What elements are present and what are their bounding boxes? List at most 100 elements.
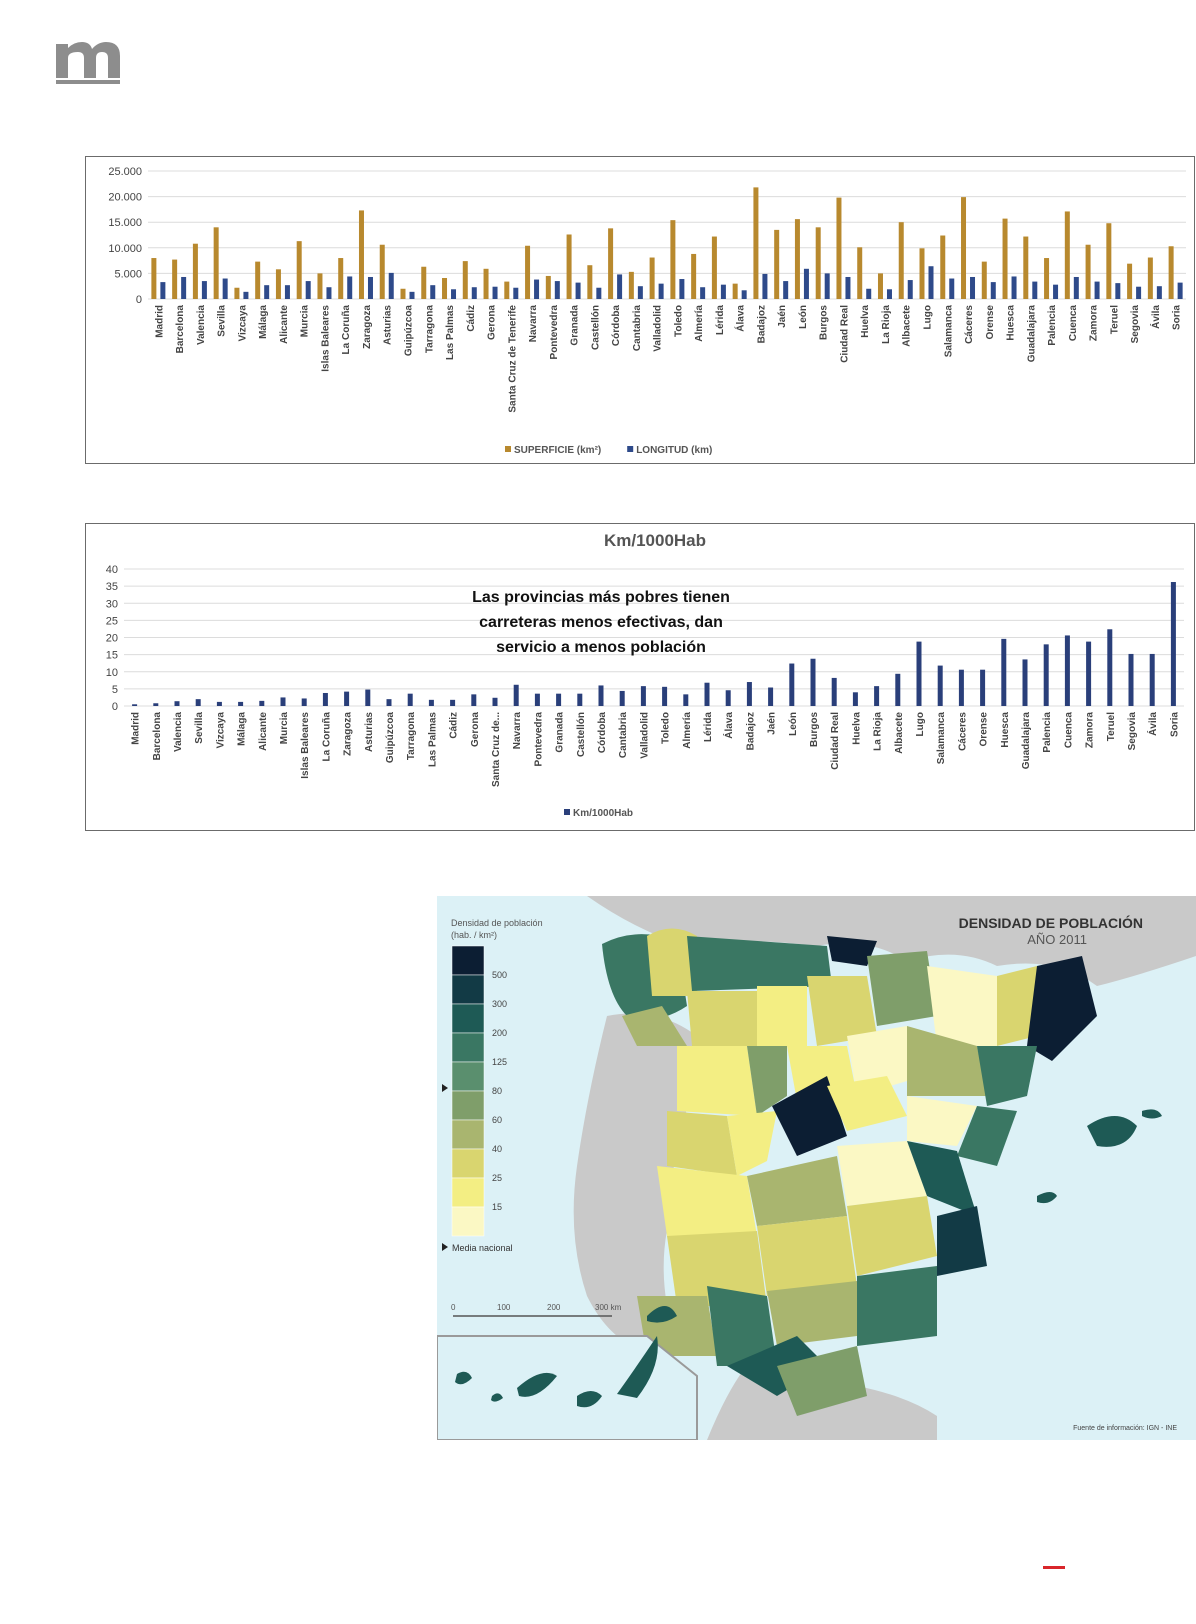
x-tick-label: Alicante [279,305,290,344]
x-tick-label: Zamora [1089,305,1100,342]
bar-series1 [234,287,240,299]
bar-series1 [1107,629,1113,706]
bar-series2 [596,287,602,299]
bar-series1 [545,275,551,299]
bar-series1 [577,693,583,706]
x-tick-label: Cantabria [632,305,643,352]
x-tick-label: Cádiz [449,712,460,739]
bar-series1 [400,288,406,299]
bar-series1 [338,258,344,299]
x-tick-label: Cuenca [1063,712,1074,749]
x-tick-label: Soria [1169,712,1180,737]
legend-swatch [627,446,634,452]
x-tick-label: Cádiz [466,305,477,332]
x-tick-label: Lugo [923,305,934,329]
bar-series1 [649,257,655,299]
bar-series1 [365,689,371,706]
x-tick-label: La Coruña [321,712,332,762]
x-tick-label: Gerona [487,305,498,340]
y-tick-label: 30 [106,598,118,610]
bar-series1 [1127,263,1133,299]
bar-series2 [222,278,228,299]
x-tick-label: Guadalajara [1026,305,1037,363]
bar-series1 [1001,638,1007,706]
x-tick-label: Córdoba [597,712,608,754]
x-tick-label: Soria [1172,305,1183,330]
bar-series2 [264,285,270,299]
legend-swatches: 500 300 200 125 80 60 40 25 15 [451,945,507,1237]
bar-series1 [1085,244,1091,299]
y-tick-label: 40 [106,564,118,576]
legend-swatch [451,1119,485,1150]
x-tick-label: Málaga [237,712,248,746]
bar-series1 [259,700,265,706]
x-tick-label: Pontevedra [533,712,544,767]
x-tick-label: Burgos [809,712,820,747]
legend-label: 300 [492,999,507,1009]
bar-series1 [428,699,434,706]
bar-series1 [462,261,468,299]
x-tick-label: Toledo [661,712,672,744]
bar-series1 [1023,236,1029,299]
x-tick-label: La Rioja [873,712,884,751]
x-tick-label: Sevilla [194,712,205,744]
legend-label: LONGITUD (km) [636,445,712,456]
legend-swatch [451,1003,485,1034]
legend-swatch [451,974,485,1005]
bar-series2 [534,279,540,299]
x-tick-label: Madrid [131,712,142,745]
bar-series1 [836,197,842,299]
bar-series1 [174,701,180,706]
bar-series1 [981,261,987,299]
bar-series1 [192,243,198,299]
bar-series1 [255,261,261,299]
bar-series1 [898,222,904,299]
bar-series1 [132,704,138,706]
legend-label: Km/1000Hab [573,808,633,819]
bar-series2 [970,276,976,299]
x-tick-label: Madrid [154,305,165,338]
bar-series2 [367,276,373,299]
y-tick-label: 10 [106,667,118,679]
bar-series2 [326,287,332,299]
bar-series1 [980,669,986,706]
bar-series1 [1043,644,1049,706]
x-tick-label: Islas Baleares [300,712,311,779]
scale-200: 200 [547,1303,561,1312]
bar-series1 [450,699,456,706]
x-tick-label: Albacete [894,712,905,754]
population-density-map: Densidad de población (hab. / km²) 500 30… [437,896,1196,1440]
legend-swatch [451,1206,485,1237]
media-legend-icon [442,1243,448,1251]
bar-series1 [608,228,614,299]
bar-series1 [525,245,531,299]
bar-series2 [1094,281,1100,299]
bar-series1 [280,697,286,706]
bar-series1 [789,663,795,706]
media-label: Media nacional [452,1243,513,1253]
x-tick-label: Navarra [512,712,523,750]
bar-series1 [534,693,540,706]
x-tick-label: Cáceres [964,305,975,344]
x-tick-label: Salamanca [936,712,947,765]
bar-series1 [794,219,800,299]
bar-series1 [940,235,946,299]
x-tick-label: Alicante [258,712,269,751]
legend-swatch [564,809,570,815]
bar-series2 [284,285,290,299]
bar-series2 [617,274,623,299]
x-tick-label: Zaragoza [362,305,373,349]
x-tick-label: Salamanca [943,305,954,358]
legend-swatch [505,446,511,452]
bar-series1 [442,278,448,299]
population-density-map-svg: Densidad de población (hab. / km²) 500 30… [437,896,1196,1440]
bar-series2 [845,276,851,299]
x-tick-label: Palencia [1047,305,1058,346]
annotation-line: carreteras menos efectivas, dan [479,614,723,631]
legend-label: 125 [492,1057,507,1067]
bar-series1 [732,283,738,299]
x-tick-label: Huelva [851,712,862,745]
bar-series2 [1156,286,1162,299]
bar-series2 [492,286,498,299]
x-tick-label: Asturias [383,305,394,345]
